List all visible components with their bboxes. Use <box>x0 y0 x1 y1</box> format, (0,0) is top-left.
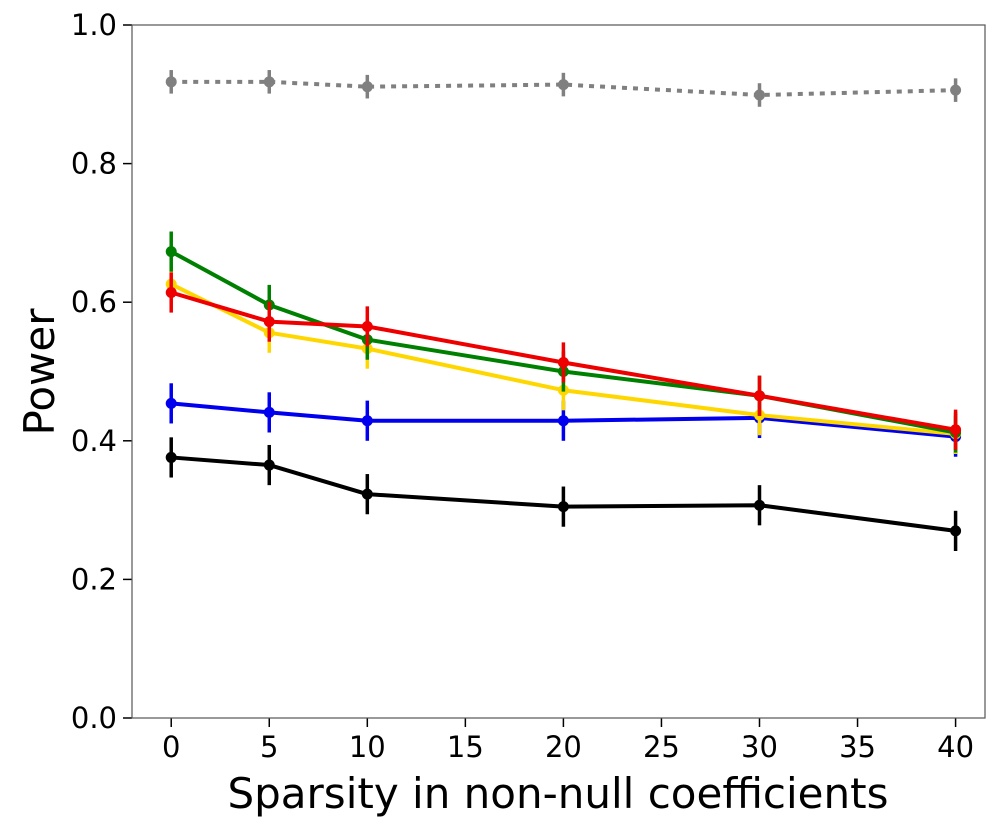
series-layer <box>165 70 962 551</box>
x-tick-label: 40 <box>937 730 974 764</box>
data-point-gray <box>557 79 569 91</box>
x-tick-label: 0 <box>162 730 180 764</box>
series-black <box>165 437 962 551</box>
data-point-red <box>950 424 962 436</box>
series-line-red <box>170 290 956 432</box>
x-axis-title: Sparsity in non-null coefficients <box>227 769 888 818</box>
x-tick-label: 35 <box>839 730 876 764</box>
series-red <box>165 272 962 450</box>
ticks-layer: 0 5 10 15 20 25 30 35 40 0.0 0.2 0.4 0.6 0.8 1.0 <box>71 8 974 764</box>
data-point-gray <box>361 81 373 93</box>
data-point-blue <box>263 406 275 418</box>
data-point-gray <box>263 76 275 88</box>
data-point-blue <box>165 397 177 409</box>
data-point-black <box>263 459 275 471</box>
x-tick-label: 15 <box>447 730 484 764</box>
y-tick-label: 0.4 <box>71 424 117 458</box>
y-axis-title: Power <box>15 308 64 436</box>
data-point-red <box>557 356 569 368</box>
series-line-blue <box>171 401 956 439</box>
data-point-black <box>361 488 373 500</box>
series-line-gray <box>171 79 956 97</box>
y-tick-label: 0.0 <box>71 701 117 735</box>
data-point-blue <box>557 415 569 427</box>
y-tick-label: 0.2 <box>71 562 117 596</box>
x-tick-label: 30 <box>741 730 778 764</box>
x-tick-label: 20 <box>545 730 582 764</box>
x-tick-label: 10 <box>349 730 386 764</box>
data-point-gray <box>753 89 765 101</box>
data-point-red <box>165 286 177 298</box>
data-point-black <box>753 499 765 511</box>
x-tick-label: 5 <box>260 730 278 764</box>
series-line-yellow <box>170 282 956 436</box>
series-gray <box>165 70 962 107</box>
data-point-red <box>753 390 765 402</box>
data-point-red <box>263 316 275 328</box>
data-point-blue <box>361 415 373 427</box>
series-line-black <box>171 455 956 533</box>
data-point-black <box>557 501 569 513</box>
x-tick-label: 25 <box>643 730 680 764</box>
plot-frame <box>131 24 986 719</box>
y-tick-label: 0.8 <box>71 147 117 181</box>
data-point-red <box>361 320 373 332</box>
data-point-black <box>950 525 962 537</box>
data-point-green <box>165 246 177 258</box>
data-point-black <box>165 451 177 463</box>
y-tick-label: 1.0 <box>71 8 117 42</box>
data-point-gray <box>950 84 962 96</box>
y-tick-label: 0.6 <box>71 285 117 319</box>
data-point-gray <box>165 76 177 88</box>
